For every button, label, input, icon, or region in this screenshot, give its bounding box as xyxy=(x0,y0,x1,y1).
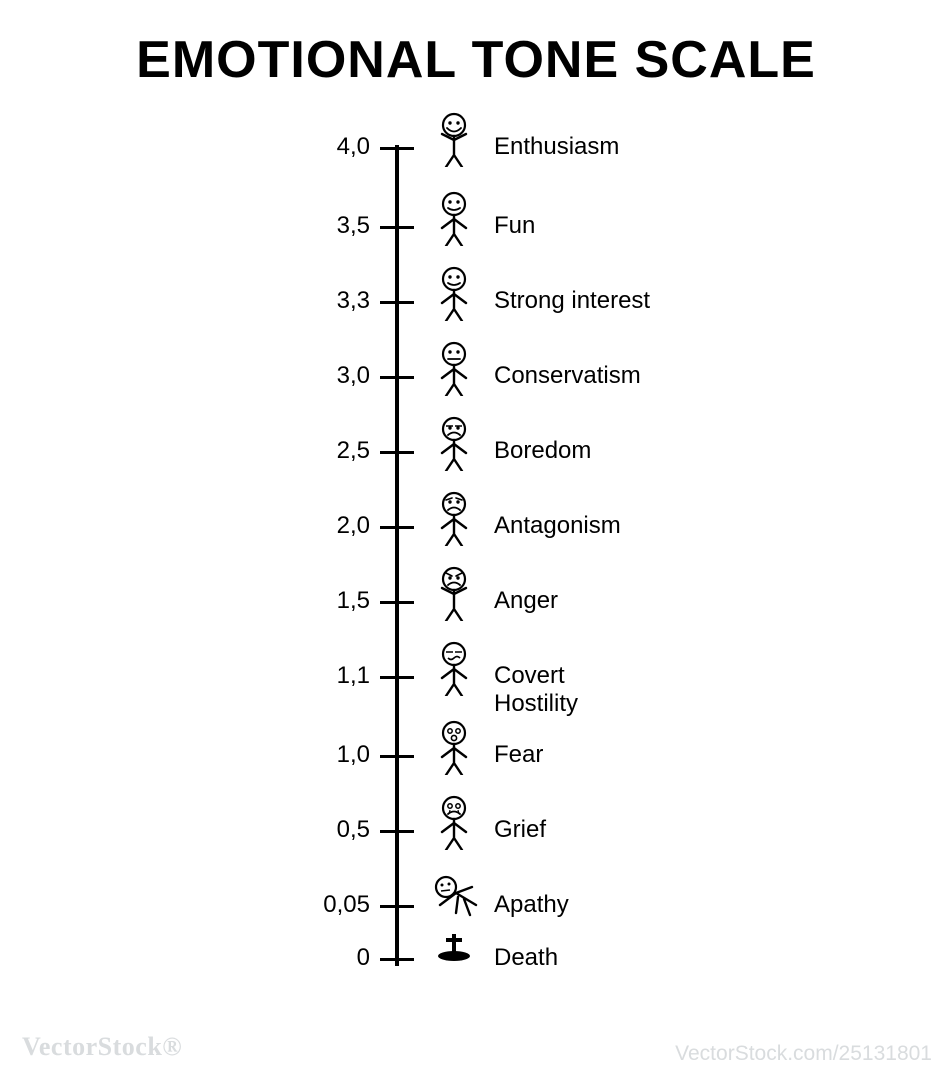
tone-label: Strong interest xyxy=(494,287,650,315)
scale-value: 3,0 xyxy=(0,362,370,390)
scale-tick xyxy=(380,958,414,961)
scale-value: 1,0 xyxy=(0,741,370,769)
scale-value: 1,5 xyxy=(0,587,370,615)
tone-figure-icon xyxy=(426,565,482,621)
tone-figure-icon xyxy=(426,926,482,982)
tone-label: Death xyxy=(494,944,558,972)
watermark-right: VectorStock.com/25131801 xyxy=(675,1042,932,1066)
tone-figure-icon xyxy=(426,415,482,471)
scale-value: 0,05 xyxy=(0,891,370,919)
scale-tick xyxy=(380,147,414,150)
scale-tick xyxy=(380,226,414,229)
page-title: EMOTIONAL TONE SCALE xyxy=(0,30,952,90)
scale-value: 3,3 xyxy=(0,287,370,315)
scale-value: 1,1 xyxy=(0,662,370,690)
tone-label: Anger xyxy=(494,587,558,615)
tone-label: CovertHostility xyxy=(494,662,578,717)
scale-axis xyxy=(395,145,399,966)
tone-figure-icon xyxy=(426,640,482,696)
scale-tick xyxy=(380,451,414,454)
page: EMOTIONAL TONE SCALE 4,0 Enthusiasm 3,5 Fun… xyxy=(0,0,952,1080)
tone-figure-icon xyxy=(426,111,482,167)
tone-figure-icon xyxy=(426,719,482,775)
tone-figure-icon xyxy=(426,265,482,321)
tone-label: Fun xyxy=(494,212,535,240)
tone-label: Antagonism xyxy=(494,512,621,540)
scale-tick xyxy=(380,601,414,604)
scale-value: 0 xyxy=(0,944,370,972)
tone-figure-icon xyxy=(426,794,482,850)
tone-label: Enthusiasm xyxy=(494,133,619,161)
scale-tick xyxy=(380,830,414,833)
tone-label: Grief xyxy=(494,816,546,844)
scale-tick xyxy=(380,526,414,529)
tone-label: Apathy xyxy=(494,891,569,919)
tone-figure-icon xyxy=(426,340,482,396)
scale-tick xyxy=(380,755,414,758)
scale-tick xyxy=(380,676,414,679)
tone-label: Fear xyxy=(494,741,543,769)
scale-tick xyxy=(380,301,414,304)
scale-value: 4,0 xyxy=(0,133,370,161)
scale-tick xyxy=(380,376,414,379)
tone-label: Conservatism xyxy=(494,362,641,390)
tone-label: Boredom xyxy=(494,437,591,465)
tone-figure-icon xyxy=(426,490,482,546)
tone-figure-icon xyxy=(426,190,482,246)
scale-tick xyxy=(380,905,414,908)
watermark-left: VectorStock® xyxy=(22,1032,182,1062)
scale-value: 2,5 xyxy=(0,437,370,465)
tone-figure-icon xyxy=(426,869,482,925)
scale-value: 2,0 xyxy=(0,512,370,540)
scale-value: 0,5 xyxy=(0,816,370,844)
scale-value: 3,5 xyxy=(0,212,370,240)
